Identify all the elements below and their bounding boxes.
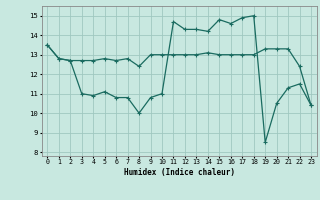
X-axis label: Humidex (Indice chaleur): Humidex (Indice chaleur)	[124, 168, 235, 177]
